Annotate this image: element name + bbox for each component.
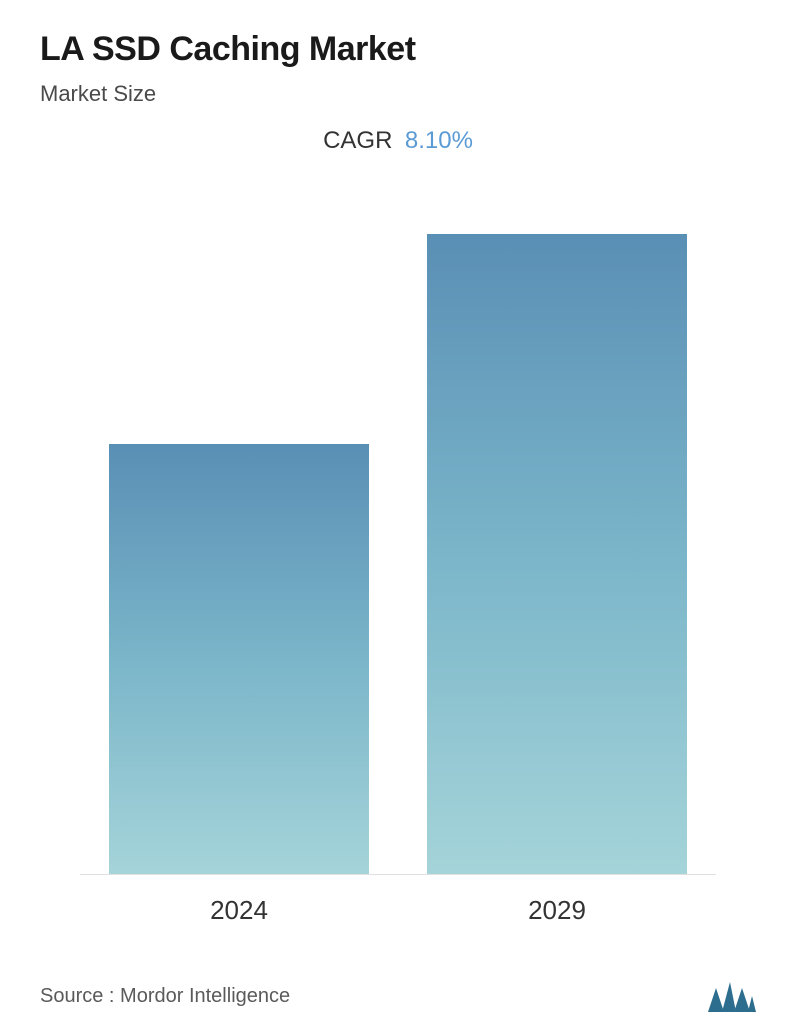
x-label-0: 2024 bbox=[109, 895, 369, 926]
bar-group-1 bbox=[427, 234, 687, 874]
x-label-1: 2029 bbox=[427, 895, 687, 926]
footer: Source : Mordor Intelligence bbox=[40, 978, 756, 1014]
mordor-logo-icon bbox=[706, 978, 756, 1014]
chart-title: LA SSD Caching Market bbox=[40, 30, 756, 69]
chart-subtitle: Market Size bbox=[40, 81, 756, 107]
source-text: Source : Mordor Intelligence bbox=[40, 985, 290, 1008]
cagr-row: CAGR 8.10% bbox=[40, 127, 756, 155]
bar-2029 bbox=[427, 234, 687, 874]
cagr-value: 8.10% bbox=[405, 127, 473, 154]
chart-area bbox=[80, 195, 716, 875]
bar-group-0 bbox=[109, 444, 369, 874]
x-axis-labels: 2024 2029 bbox=[80, 895, 716, 926]
bar-2024 bbox=[109, 444, 369, 874]
cagr-label: CAGR bbox=[323, 127, 392, 154]
